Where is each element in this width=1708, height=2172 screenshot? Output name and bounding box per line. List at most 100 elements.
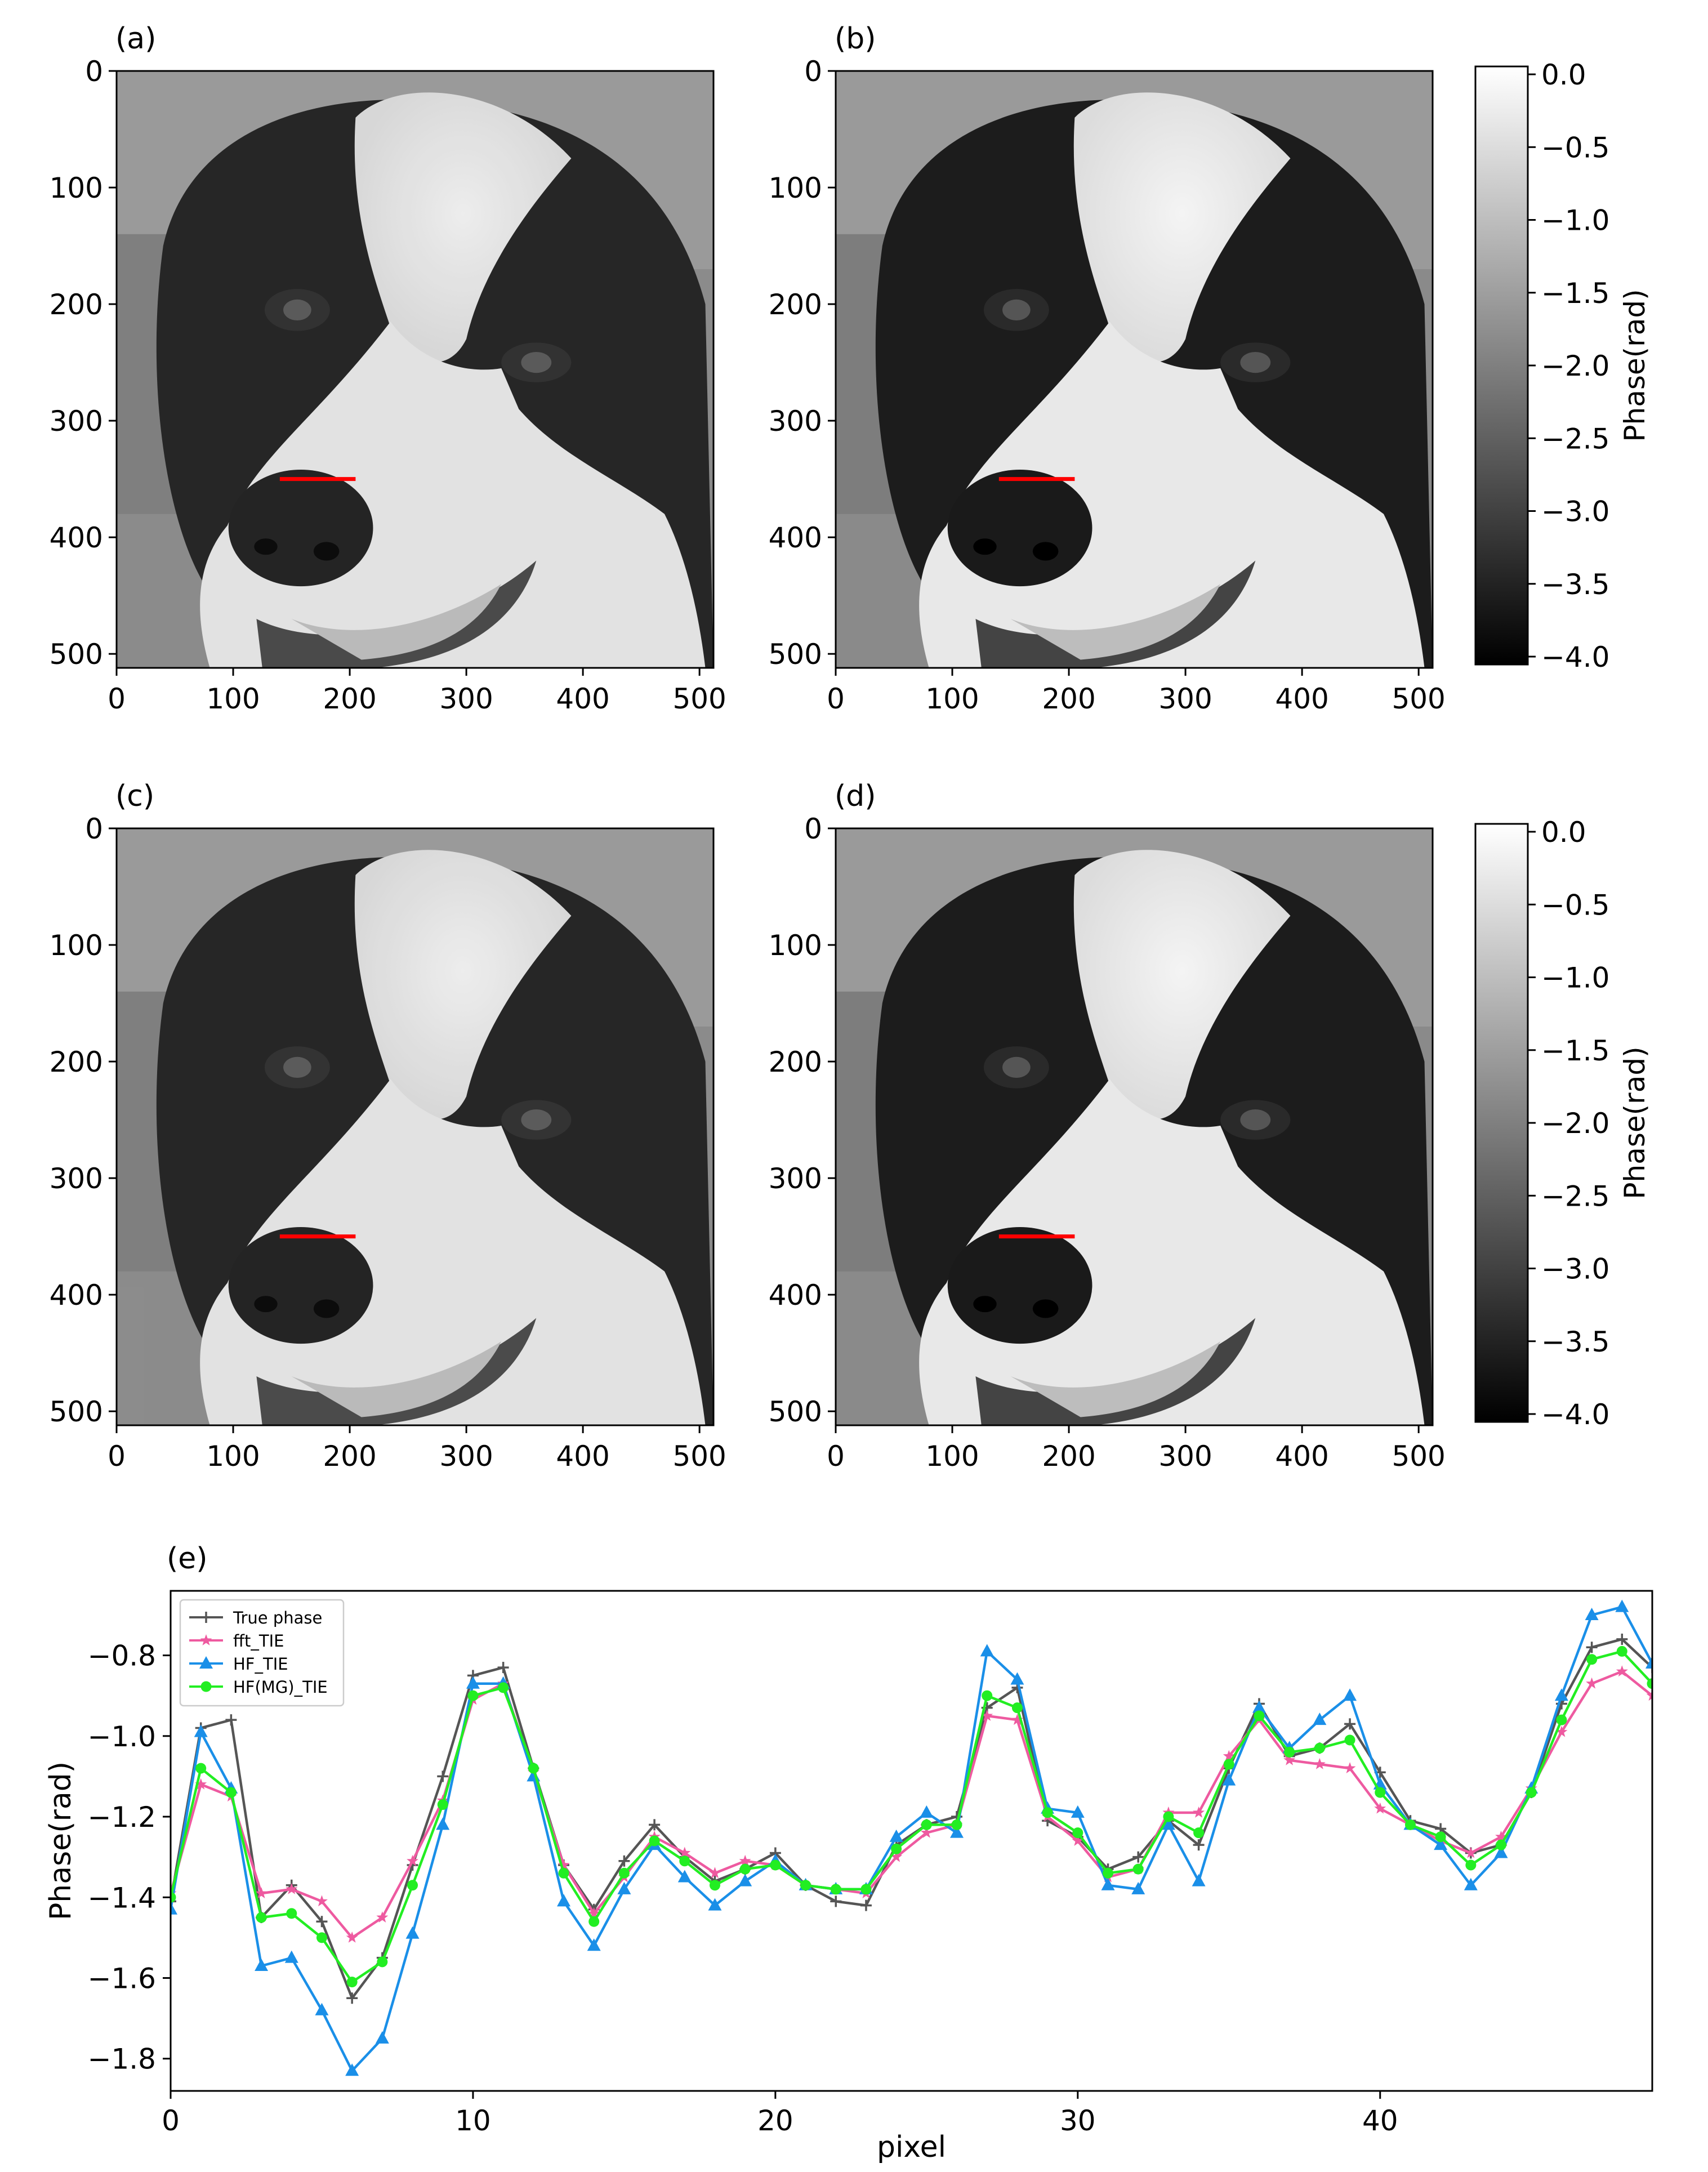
legend-entry: HF_TIE — [233, 1654, 288, 1674]
series-hf-mg-tie-point — [1132, 1863, 1144, 1875]
legend-entry: HF(MG)_TIE — [233, 1678, 328, 1697]
x-tick-label: 200 — [1042, 683, 1095, 715]
x-tick-label: 500 — [1392, 1440, 1445, 1473]
dog-photo — [117, 828, 713, 1425]
x-tick-label: 500 — [672, 683, 726, 715]
y-tick-label: 100 — [50, 172, 103, 204]
series-hf-tie-point — [587, 1938, 601, 1951]
legend-marker — [200, 1681, 212, 1692]
colorbar-tick-label: −1.5 — [1541, 277, 1609, 310]
axes-frame — [115, 70, 715, 669]
series-hf-mg-tie-point — [1404, 1819, 1416, 1830]
series-fft-tie-point — [1586, 1677, 1598, 1689]
legend-marker — [199, 1656, 213, 1669]
series-hf-mg-tie-point — [437, 1799, 448, 1810]
series-true-phase-point — [830, 1896, 842, 1907]
dog-photo — [117, 71, 713, 668]
series-fft-tie-point — [376, 1911, 389, 1923]
series-hf-mg-tie-point — [1556, 1714, 1567, 1725]
series-fft-tie-point — [195, 1778, 207, 1790]
y-tick-label: 200 — [769, 288, 822, 321]
series-hf-mg-tie-point — [1103, 1867, 1114, 1879]
series-hf-mg-tie-point — [891, 1843, 902, 1854]
series-hf-mg-tie-point — [316, 1932, 327, 1943]
y-tick-label: 300 — [50, 405, 103, 438]
x-tick-label: 200 — [323, 683, 376, 715]
series-hf-mg-tie-point — [286, 1908, 297, 1919]
y-tick-label: −1.6 — [88, 1962, 156, 1995]
y-tick-label: 200 — [769, 1046, 822, 1078]
axes-frame — [115, 827, 715, 1426]
y-tick-label: 200 — [50, 1046, 103, 1078]
series-fft-tie-point — [407, 1854, 418, 1866]
series-hf-tie-point — [1494, 1845, 1508, 1858]
series-fft-tie-point — [1283, 1754, 1296, 1765]
colorbar-label: Phase(rad) — [1618, 1046, 1651, 1199]
y-tick-label: 0 — [804, 55, 822, 88]
series-hf-mg-tie-point — [1496, 1839, 1507, 1850]
y-axis-label: Phase(rad) — [44, 1761, 78, 1920]
y-tick-label: 300 — [50, 1162, 103, 1195]
y-tick-label: −1.0 — [88, 1720, 156, 1753]
series-fft-tie-point — [1646, 1689, 1652, 1701]
y-tick-label: 100 — [769, 172, 822, 204]
series-hf-mg-tie-point — [171, 1892, 176, 1903]
series-hf-tie-point — [1464, 1877, 1478, 1890]
series-fft-tie-point — [1465, 1847, 1477, 1858]
series-hf-mg-tie-point — [1011, 1702, 1023, 1714]
series-hf-tie-point — [284, 1950, 298, 1963]
series-hf-tie-point — [436, 1817, 450, 1830]
dog-photo — [836, 71, 1433, 668]
colorbar-tick-label: −0.5 — [1541, 889, 1609, 921]
colorbar-tick-label: −3.5 — [1541, 568, 1609, 601]
series-hf-tie-point — [1192, 1874, 1206, 1886]
series-hf-tie-point — [375, 2031, 389, 2044]
series-hf-tie-point — [1131, 1881, 1145, 1894]
series-hf-tie-point — [466, 1676, 480, 1689]
series-fft-tie-point — [1344, 1762, 1356, 1773]
x-tick-label: 100 — [925, 683, 979, 715]
series-hf-tie-point — [557, 1894, 571, 1907]
series-hf-mg-tie-point — [346, 1977, 358, 1988]
series-fft-tie-point — [981, 1710, 993, 1721]
series-hf-mg-tie — [171, 1645, 1652, 1988]
y-tick-label: 100 — [50, 929, 103, 962]
colorbar-tick-label: −3.0 — [1541, 496, 1609, 528]
series-true-phase-point — [497, 1662, 509, 1674]
series-true-phase-point — [1193, 1839, 1205, 1851]
panel-label: (a) — [115, 22, 156, 56]
colorbar-tick-label: 0.0 — [1541, 59, 1586, 91]
colorbar-tick-label: −2.5 — [1541, 422, 1609, 455]
series-hf-tie-point — [1434, 1837, 1448, 1850]
series-hf-mg-tie-point — [1465, 1859, 1477, 1871]
x-tick-label: 100 — [206, 683, 260, 715]
dog-image — [117, 828, 713, 1425]
series-hf-tie-point — [255, 1959, 269, 1971]
series-fft-tie-point — [1555, 1725, 1568, 1737]
series-hf-mg-tie-point — [225, 1787, 237, 1798]
series-hf-tie-point — [1645, 1656, 1652, 1669]
series-fft-tie-point — [1495, 1830, 1507, 1842]
series-hf-tie-point — [980, 1644, 994, 1657]
series-true-phase-point — [171, 1896, 176, 1907]
series-hf-mg-tie-point — [921, 1819, 932, 1830]
series-hf-tie-point — [194, 1724, 208, 1737]
x-tick-label: 20 — [757, 2104, 793, 2137]
plot-area — [171, 1599, 1652, 2076]
series-hf-mg-tie-point — [528, 1763, 539, 1774]
series-hf-mg-tie-point — [982, 1690, 993, 1701]
series-true-phase-point — [1586, 1642, 1598, 1653]
series-fft-tie — [171, 1665, 1652, 1943]
series-hf-mg-tie-point — [739, 1863, 751, 1875]
dog-image — [836, 71, 1433, 668]
series-hf-mg-tie-point — [1223, 1759, 1234, 1770]
y-tick-label: 500 — [769, 1395, 822, 1428]
x-tick-label: 0 — [162, 2104, 180, 2137]
series-hf-mg-tie-point — [558, 1867, 569, 1879]
axes-frame — [835, 827, 1434, 1426]
dog-image — [117, 71, 713, 668]
series-hf-mg-tie-point — [377, 1956, 388, 1968]
series-hf-mg-tie-point — [1344, 1734, 1355, 1746]
